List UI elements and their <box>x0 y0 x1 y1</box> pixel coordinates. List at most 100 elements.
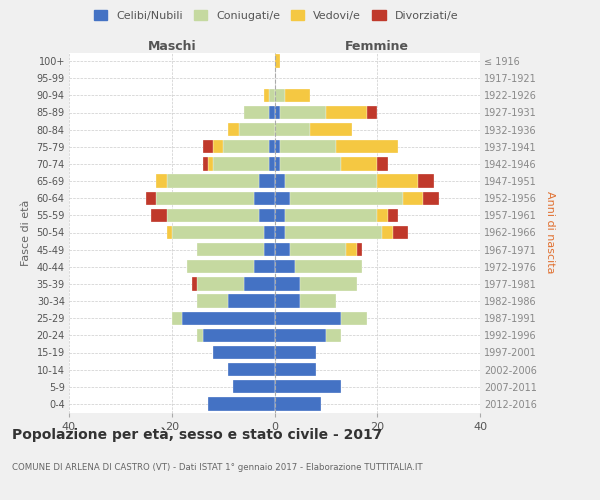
Bar <box>341 312 367 325</box>
Bar <box>146 192 157 205</box>
Bar <box>275 226 285 239</box>
Bar <box>367 106 377 119</box>
Bar <box>269 88 275 102</box>
Bar <box>285 208 377 222</box>
Bar <box>275 294 300 308</box>
Bar <box>285 226 382 239</box>
Bar <box>326 328 341 342</box>
Bar <box>254 192 275 205</box>
Bar <box>197 277 244 290</box>
Bar <box>213 346 275 359</box>
Bar <box>310 123 352 136</box>
Bar <box>275 260 295 274</box>
Bar <box>418 174 434 188</box>
Bar <box>377 208 388 222</box>
Bar <box>275 380 341 394</box>
Bar <box>285 174 377 188</box>
Bar <box>300 294 336 308</box>
Bar <box>259 208 275 222</box>
Bar <box>244 277 275 290</box>
Bar <box>182 312 275 325</box>
Bar <box>213 140 223 153</box>
Bar <box>203 157 208 170</box>
Bar <box>208 157 213 170</box>
Bar <box>424 192 439 205</box>
Bar <box>382 226 392 239</box>
Bar <box>275 208 285 222</box>
Y-axis label: Anni di nascita: Anni di nascita <box>545 191 556 274</box>
Bar <box>346 243 356 256</box>
Bar <box>275 243 290 256</box>
Bar <box>336 140 398 153</box>
Bar <box>275 88 285 102</box>
Bar <box>203 328 275 342</box>
Bar <box>392 226 408 239</box>
Bar <box>295 260 362 274</box>
Bar <box>197 243 264 256</box>
Bar <box>213 157 269 170</box>
Y-axis label: Fasce di età: Fasce di età <box>21 200 31 266</box>
Bar <box>233 380 275 394</box>
Bar <box>285 88 310 102</box>
Bar <box>275 397 321 410</box>
Text: COMUNE DI ARLENA DI CASTRO (VT) - Dati ISTAT 1° gennaio 2017 - Elaborazione TUTT: COMUNE DI ARLENA DI CASTRO (VT) - Dati I… <box>12 462 422 471</box>
Bar <box>280 140 336 153</box>
Bar <box>275 328 326 342</box>
Bar <box>228 363 275 376</box>
Bar <box>172 226 264 239</box>
Bar <box>356 243 362 256</box>
Bar <box>157 174 167 188</box>
Bar <box>244 106 269 119</box>
Bar <box>203 140 213 153</box>
Bar <box>326 106 367 119</box>
Bar <box>275 363 316 376</box>
Bar <box>172 312 182 325</box>
Bar <box>223 140 269 153</box>
Bar <box>275 140 280 153</box>
Bar <box>193 277 197 290</box>
Bar <box>157 192 254 205</box>
Bar <box>275 157 280 170</box>
Bar <box>403 192 424 205</box>
Bar <box>228 294 275 308</box>
Bar <box>280 157 341 170</box>
Bar <box>151 208 167 222</box>
Bar <box>167 226 172 239</box>
Bar <box>275 192 290 205</box>
Bar <box>275 54 280 68</box>
Bar <box>300 277 356 290</box>
Bar <box>275 174 285 188</box>
Bar <box>269 157 275 170</box>
Bar <box>264 226 275 239</box>
Bar <box>269 106 275 119</box>
Bar <box>275 123 310 136</box>
Bar <box>167 174 259 188</box>
Legend: Celibi/Nubili, Coniugati/e, Vedovi/e, Divorziati/e: Celibi/Nubili, Coniugati/e, Vedovi/e, Di… <box>89 6 463 25</box>
Bar <box>388 208 398 222</box>
Bar <box>275 312 341 325</box>
Bar <box>290 243 346 256</box>
Bar <box>341 157 377 170</box>
Bar <box>269 140 275 153</box>
Bar <box>377 174 418 188</box>
Bar <box>275 106 280 119</box>
Bar <box>264 88 269 102</box>
Bar <box>197 328 203 342</box>
Text: Maschi: Maschi <box>148 40 196 52</box>
Bar <box>290 192 403 205</box>
Bar <box>264 243 275 256</box>
Bar <box>275 346 316 359</box>
Bar <box>259 174 275 188</box>
Bar <box>275 277 300 290</box>
Bar <box>197 294 228 308</box>
Text: Femmine: Femmine <box>345 40 409 52</box>
Text: Popolazione per età, sesso e stato civile - 2017: Popolazione per età, sesso e stato civil… <box>12 428 382 442</box>
Bar <box>377 157 388 170</box>
Bar <box>208 397 275 410</box>
Bar <box>167 208 259 222</box>
Bar <box>280 106 326 119</box>
Bar <box>187 260 254 274</box>
Bar <box>239 123 275 136</box>
Bar <box>228 123 239 136</box>
Bar <box>254 260 275 274</box>
